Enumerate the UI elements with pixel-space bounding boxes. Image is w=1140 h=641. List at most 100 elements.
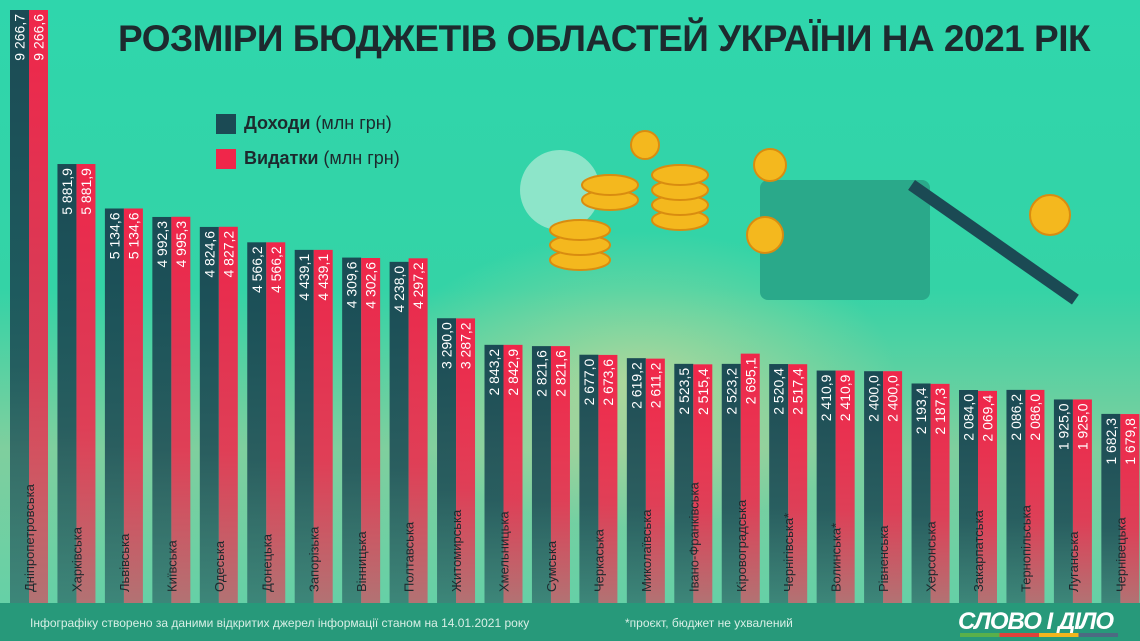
bar-income (959, 390, 978, 603)
bar-income (389, 261, 409, 603)
bar-income (531, 346, 551, 603)
chart-title: РОЗМІРИ БЮДЖЕТІВ ОБЛАСТЕЙ УКРАЇНИ НА 202… (118, 18, 1091, 59)
value-label-income: 2 193,4 (913, 387, 929, 434)
value-label-income: 4 824,6 (201, 231, 217, 278)
category-label: Київська (164, 540, 179, 592)
category-label: Хмельницька (497, 511, 512, 592)
value-label-expense: 1 925,0 (1074, 403, 1090, 450)
bar-expense (978, 390, 997, 603)
coin-stack-icon (549, 219, 611, 241)
coin-icon (746, 216, 784, 254)
value-label-income: 2 523,2 (723, 368, 739, 415)
bar-income (721, 363, 741, 603)
bar-income (342, 257, 362, 603)
bar-expense (1072, 399, 1092, 603)
category-label: Харківська (69, 526, 84, 592)
value-label-expense: 2 611,2 (647, 362, 663, 408)
category-label: Кіровоградська (734, 499, 749, 592)
value-label-expense: 4 995,3 (173, 221, 189, 268)
value-label-income: 4 439,1 (296, 254, 312, 301)
bar-income (1006, 389, 1026, 603)
value-label-income: 2 084,0 (961, 394, 977, 441)
category-label: Тернопільська (1018, 504, 1033, 592)
value-label-expense: 3 287,2 (458, 322, 474, 369)
value-label-expense: 2 069,4 (980, 395, 996, 442)
category-label: Рівненська (876, 525, 891, 592)
value-label-expense: 2 842,9 (505, 349, 521, 396)
value-label-expense: 4 302,6 (363, 262, 379, 309)
value-label-expense: 2 695,1 (742, 357, 758, 404)
legend-swatch-income (216, 113, 236, 134)
footer: Інфографіку створено за даними відкритих… (0, 603, 1140, 641)
bar-income (864, 371, 884, 603)
value-label-expense: 1 679,8 (1122, 418, 1138, 465)
category-label: Дніпропетровська (22, 483, 37, 592)
category-label: Луганська (1066, 531, 1081, 592)
money-illustration (520, 130, 1079, 305)
value-label-expense: 9 266,6 (31, 14, 47, 61)
category-label: Волинська* (829, 523, 844, 592)
bar-expense (266, 242, 286, 603)
value-label-expense: 2 400,0 (885, 375, 901, 422)
logo: СЛОВО І ДІЛО (958, 608, 1114, 635)
bar-income (769, 364, 789, 603)
value-label-income: 1 682,3 (1103, 418, 1119, 465)
tree-shape (520, 150, 600, 230)
bar-income (437, 318, 457, 603)
category-label: Донецька (259, 533, 274, 592)
bar-expense (313, 249, 333, 604)
category-label: Івано-Франківська (686, 482, 701, 592)
category-label: Сумська (544, 540, 559, 592)
bar-income (626, 358, 646, 603)
category-label: Черкаська (591, 528, 606, 592)
legend-unit-income: (млн грн) (315, 113, 392, 133)
value-label-expense: 4 566,2 (268, 246, 284, 293)
value-label-income: 4 992,3 (154, 221, 170, 268)
bar-expense (29, 10, 48, 603)
category-label: Львівська (117, 533, 132, 592)
value-label-income: 2 523,5 (676, 368, 692, 415)
legend-unit-expense: (млн грн) (323, 148, 400, 168)
category-label: Чернівецька (1113, 517, 1128, 592)
value-label-expense: 4 827,2 (220, 231, 236, 278)
value-label-income: 2 400,0 (866, 375, 882, 422)
value-label-income: 2 520,4 (771, 368, 787, 415)
value-label-income: 5 881,9 (59, 168, 75, 215)
category-label: Чернігівська* (781, 513, 796, 592)
source-note: Інфографіку створено за даними відкритих… (30, 616, 530, 630)
bar-income (816, 370, 836, 603)
category-label: Полтавська (402, 521, 417, 592)
bar-income (484, 344, 504, 603)
bar-income (57, 164, 77, 603)
value-label-expense: 2 517,4 (790, 368, 806, 415)
bar-expense (408, 258, 428, 603)
legend-swatch-expense (216, 148, 236, 169)
value-label-income: 9 266,7 (12, 14, 28, 61)
coin-stack-icon (581, 174, 639, 196)
bar-expense (930, 383, 950, 603)
bar-income (294, 249, 314, 604)
bar-income (674, 363, 694, 603)
value-label-income: 2 843,2 (486, 349, 502, 396)
bar-expense (1025, 389, 1045, 603)
bar-expense (171, 216, 191, 603)
value-label-expense: 2 673,6 (600, 359, 616, 406)
wallet-shape (760, 180, 930, 300)
bar-expense (598, 354, 618, 603)
category-label: Миколаївська (639, 509, 654, 592)
bar-expense (835, 370, 855, 603)
bar-income (10, 10, 29, 603)
value-label-expense: 5 134,6 (125, 212, 141, 259)
value-label-income: 3 290,0 (439, 322, 455, 369)
bar-expense (883, 371, 903, 603)
bar-expense (1120, 414, 1140, 603)
value-label-expense: 2 515,4 (695, 368, 711, 415)
footnote: *проєкт, бюджет не ухвалений (625, 616, 793, 630)
bar-income (247, 242, 267, 603)
value-label-income: 2 410,9 (818, 374, 834, 421)
bar-expense (740, 353, 760, 603)
value-label-income: 2 821,6 (533, 350, 549, 397)
bar-expense (218, 226, 238, 603)
bar-expense (76, 164, 96, 603)
